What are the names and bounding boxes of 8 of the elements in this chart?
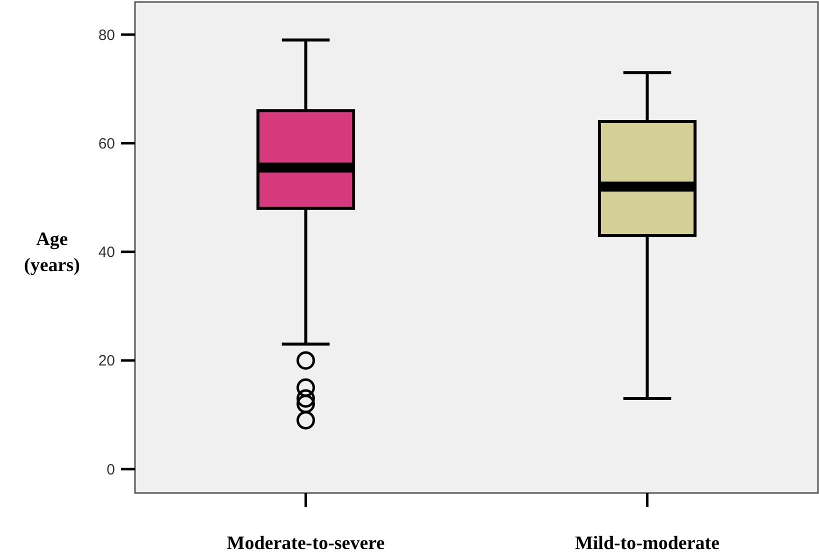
y-axis-title: Age (years): [24, 229, 80, 276]
y-tick-label: 60: [98, 135, 115, 152]
y-tick-label: 80: [98, 26, 115, 44]
y-tick-label: 0: [106, 461, 115, 478]
x-tick-label: Moderate-to-severe: [226, 533, 385, 553]
y-tick-label: 40: [98, 244, 115, 262]
x-tick-label: Mild-to-moderate: [574, 533, 720, 553]
y-tick-label: 20: [98, 352, 115, 370]
